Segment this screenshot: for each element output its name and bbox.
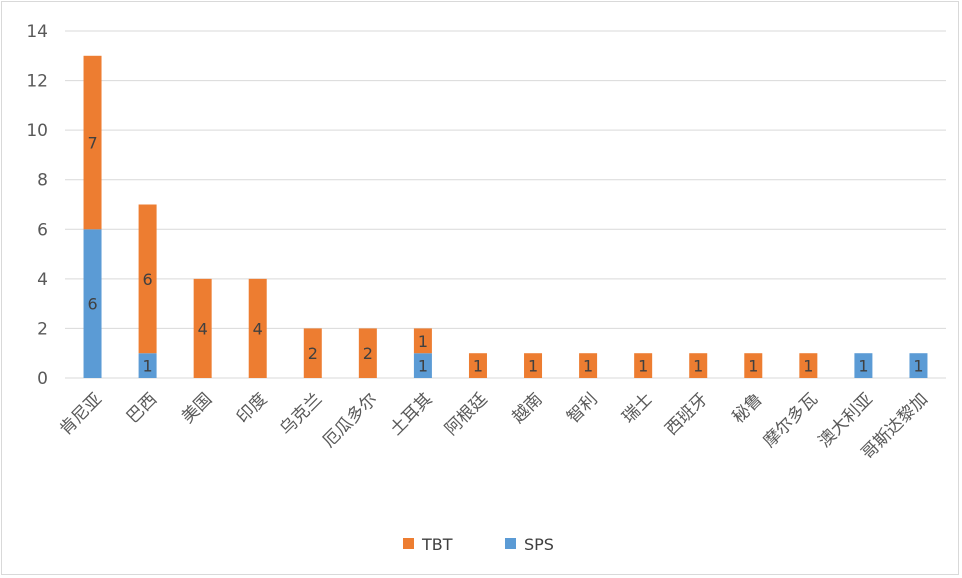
y-tick-label: 4: [37, 270, 48, 290]
data-label-tbt: 1: [693, 357, 703, 376]
bar-tbt-1: [138, 204, 157, 354]
data-label-tbt: 1: [803, 357, 813, 376]
data-label-tbt: 2: [308, 344, 318, 363]
y-axis: 0 2 4 6 8 10 12 14: [26, 22, 48, 389]
x-tick-label: 美国: [178, 389, 216, 427]
x-tick-label: 乌克兰: [276, 389, 326, 439]
data-label-sps: 1: [143, 357, 153, 376]
data-label-sps: 6: [87, 295, 97, 314]
x-tick-label: 瑞士: [619, 389, 657, 427]
x-tick-label: 印度: [233, 389, 271, 427]
bar-tbt-5: [358, 328, 377, 378]
data-label-sps: 1: [418, 357, 428, 376]
bar-tbt-2: [193, 278, 212, 378]
x-tick-label: 摩尔多瓦: [760, 389, 822, 451]
data-label-tbt: 4: [198, 319, 208, 338]
x-tick-label: 智利: [563, 389, 601, 427]
data-label-sps: 1: [858, 357, 868, 376]
bar-sps-1: [138, 353, 157, 378]
bar-tbt-4: [303, 328, 322, 378]
bar-tbt-10: [634, 353, 653, 378]
legend-swatch-sps: [505, 538, 516, 549]
data-label-tbt: 1: [473, 357, 483, 376]
x-tick-label: 巴西: [123, 389, 161, 427]
x-tick-label: 西班牙: [662, 389, 712, 439]
y-tick-label: 12: [26, 72, 48, 92]
bar-tbt-7: [468, 353, 487, 378]
bar-sps-14: [854, 353, 873, 378]
x-tick-label: 秘鲁: [729, 389, 767, 427]
bar-sps-0: [83, 229, 102, 378]
bar-tbt-8: [524, 353, 543, 378]
bar-tbt-9: [579, 353, 598, 378]
y-tick-label: 2: [37, 319, 48, 339]
y-tick-label: 0: [37, 369, 48, 389]
legend-label-sps: SPS: [524, 535, 554, 554]
bar-tbt-3: [248, 278, 267, 378]
bar-tbt-12: [744, 353, 763, 378]
data-label-tbt: 1: [638, 357, 648, 376]
data-label-tbt: 1: [418, 332, 428, 351]
bar-sps-15: [909, 353, 928, 378]
bar-tbt-0: [83, 55, 102, 230]
gridlines: [65, 30, 946, 379]
data-label-sps: 1: [913, 357, 923, 376]
data-label-tbt: 1: [528, 357, 538, 376]
y-tick-label: 14: [26, 22, 48, 42]
bar-sps-6: [413, 353, 432, 378]
data-label-tbt: 7: [87, 134, 97, 153]
legend: TBT SPS: [403, 535, 554, 554]
bar-tbt-11: [689, 353, 708, 378]
data-labels: 6 7 1 6 4 4 2 2 1 1 1 1 1 1 1 1 1 1 1: [87, 134, 923, 376]
data-label-tbt: 4: [253, 319, 263, 338]
data-label-tbt: 2: [363, 344, 373, 363]
data-label-tbt: 1: [583, 357, 593, 376]
data-label-tbt: 1: [748, 357, 758, 376]
legend-label-tbt: TBT: [421, 535, 453, 554]
y-tick-label: 8: [37, 171, 48, 191]
data-label-tbt: 6: [143, 270, 153, 289]
x-tick-label: 厄瓜多尔: [319, 389, 381, 451]
bar-tbt-6: [413, 328, 432, 354]
x-tick-label: 越南: [508, 389, 546, 427]
bars: [83, 55, 928, 378]
x-tick-label: 阿根廷: [441, 389, 491, 439]
y-tick-label: 10: [26, 121, 48, 141]
x-tick-label: 肯尼亚: [56, 389, 106, 439]
bar-tbt-13: [799, 353, 818, 378]
y-tick-label: 6: [37, 220, 48, 240]
x-tick-label: 土耳其: [386, 389, 436, 439]
legend-swatch-tbt: [403, 538, 414, 549]
